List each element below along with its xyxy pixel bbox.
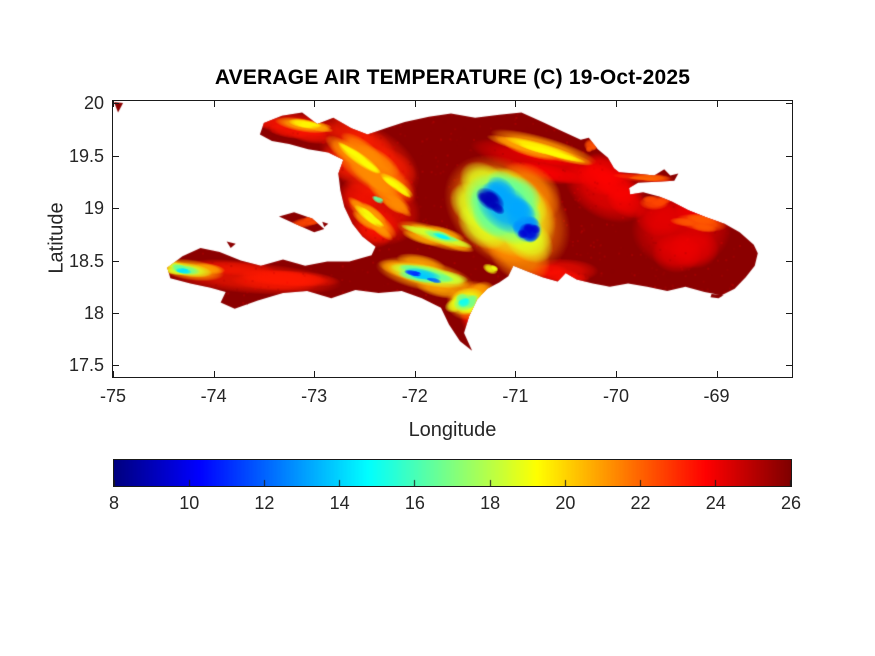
axis-tick	[113, 371, 114, 377]
axis-tick	[113, 103, 119, 104]
axis-tick	[786, 261, 792, 262]
colorbar-tick-label: 10	[179, 493, 200, 513]
colorbar-tick-label: 12	[254, 493, 275, 513]
axis-tick	[113, 208, 119, 209]
axis-tick	[113, 101, 114, 107]
temperature-heatmap-canvas	[113, 101, 792, 377]
axis-tick	[786, 313, 792, 314]
axis-tick	[786, 156, 792, 157]
axis-tick	[786, 103, 792, 104]
axis-tick	[113, 313, 119, 314]
y-tick-label: 18	[83, 302, 104, 323]
axis-tick	[314, 371, 315, 377]
axis-tick	[515, 101, 516, 107]
colorbar-tick-label: 8	[108, 493, 119, 513]
axis-tick	[415, 101, 416, 107]
y-tick-label: 19.5	[68, 145, 104, 166]
chart-title: AVERAGE AIR TEMPERATURE (C) 19-Oct-2025	[214, 66, 691, 89]
colorbar	[113, 459, 792, 487]
axis-tick	[113, 261, 119, 262]
axis-tick	[616, 101, 617, 107]
axis-tick	[214, 371, 215, 377]
x-axis-label: Longitude	[408, 419, 497, 441]
colorbar-tick-label: 26	[780, 493, 802, 513]
colorbar-tick-label: 22	[630, 493, 651, 513]
axis-tick	[515, 371, 516, 377]
axis-tick	[786, 365, 792, 366]
axis-tick	[786, 208, 792, 209]
y-tick-label: 17.5	[68, 355, 104, 376]
axis-tick	[717, 101, 718, 107]
plot-area	[112, 100, 793, 378]
colorbar-tick-label: 16	[404, 493, 425, 513]
axis-tick	[113, 365, 119, 366]
colorbar-tick-label: 14	[329, 493, 350, 513]
axis-tick	[214, 101, 215, 107]
axis-tick	[415, 371, 416, 377]
y-tick-label: 18.5	[68, 250, 104, 271]
axis-tick	[113, 156, 119, 157]
y-tick-label: 20	[83, 93, 104, 114]
x-tick-label: -75	[99, 386, 126, 406]
y-tick-label: 19	[83, 198, 104, 219]
x-tick-label: -69	[703, 386, 730, 406]
x-tick-label: -72	[401, 386, 428, 406]
x-tick-label: -74	[200, 386, 227, 406]
colorbar-tick-label: 18	[480, 493, 501, 513]
x-tick-label: -73	[301, 386, 328, 406]
axis-tick	[616, 371, 617, 377]
colorbar-gradient-canvas	[114, 460, 791, 486]
colorbar-tick-label: 24	[705, 493, 726, 513]
axis-tick	[314, 101, 315, 107]
x-tick-label: -71	[502, 386, 529, 406]
x-tick-label: -70	[602, 386, 629, 406]
colorbar-tick-label: 20	[555, 493, 576, 513]
axis-tick	[717, 371, 718, 377]
